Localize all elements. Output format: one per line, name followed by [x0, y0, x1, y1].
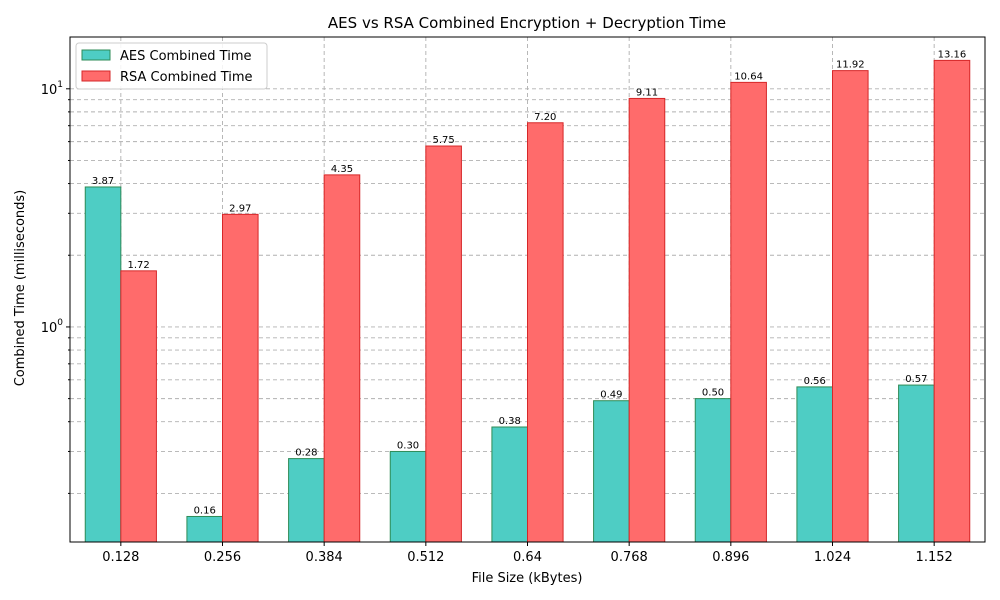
bar-label-rsa-combined-time-1.152: 13.16: [938, 49, 967, 60]
bar-label-rsa-combined-time-0.128: 1.72: [127, 260, 149, 271]
bar-rsa-combined-time-0.896: [730, 81, 767, 543]
legend-label: RSA Combined Time: [120, 70, 253, 85]
bar-label-rsa-combined-time-0.768: 9.11: [636, 87, 658, 98]
bar-rsa-combined-time-0.64: [527, 122, 564, 543]
x-axis-ticks: 0.128 0.256 0.384 0.512 0.64 0.768 0.896 1.024 1…: [102, 542, 953, 565]
bar-rsa-combined-time-0.384: [323, 174, 361, 543]
bar-rsa-combined-time-0.256: [222, 213, 259, 543]
bar-label-aes-combined-time-0.256: 0.16: [194, 505, 216, 516]
legend-swatch: [81, 70, 111, 82]
bar-aes-combined-time-0.768: [593, 400, 630, 543]
x-tick-label: 0.64: [513, 550, 542, 565]
bar-value-labels: 3.87 0.16 0.28 0.30 0.38 0.49 0.50 0.56 0.57 1.72…: [92, 49, 966, 516]
bar-label-aes-combined-time-0.128: 3.87: [92, 176, 114, 187]
bar-label-aes-combined-time-0.512: 0.30: [397, 440, 419, 451]
bar-rsa-combined-time-1.152: [933, 59, 971, 543]
bar-label-aes-combined-time-0.64: 0.38: [499, 416, 521, 427]
bar-label-rsa-combined-time-0.64: 7.20: [534, 112, 556, 123]
bar-label-rsa-combined-time-0.512: 5.75: [432, 135, 454, 146]
x-tick-label: 0.384: [306, 550, 343, 565]
y-tick-label: 101: [41, 80, 63, 98]
x-tick-label: 0.256: [204, 550, 241, 565]
y-tick-label: 100: [41, 318, 64, 336]
bar-rsa-combined-time-0.128: [120, 270, 157, 543]
bar-rsa-combined-time-1.024: [832, 70, 869, 543]
bar-label-rsa-combined-time-0.896: 10.64: [734, 71, 763, 82]
legend-swatch: [81, 49, 111, 61]
bar-aes-combined-time-0.256: [186, 515, 224, 543]
x-tick-label: 0.128: [102, 550, 139, 565]
bars: [84, 59, 971, 543]
bar-aes-combined-time-0.128: [84, 186, 122, 543]
legend: AES Combined Time RSA Combined Time: [75, 42, 268, 90]
bar-label-aes-combined-time-0.384: 0.28: [295, 448, 317, 459]
bar-label-aes-combined-time-1.152: 0.57: [905, 374, 927, 385]
x-tick-label: 0.896: [712, 550, 749, 565]
bar-label-rsa-combined-time-0.384: 4.35: [331, 164, 353, 175]
legend-label: AES Combined Time: [120, 49, 252, 64]
chart-title: AES vs RSA Combined Encryption + Decrypt…: [328, 14, 726, 32]
bar-rsa-combined-time-0.512: [425, 145, 462, 543]
bar-label-rsa-combined-time-0.256: 2.97: [229, 203, 251, 214]
x-tick-label: 0.512: [407, 550, 444, 565]
y-axis-label: Combined Time (milliseconds): [13, 190, 28, 387]
x-axis-label: File Size (kBytes): [472, 571, 583, 586]
x-tick-label: 0.768: [611, 550, 648, 565]
bar-aes-combined-time-0.384: [288, 458, 325, 543]
bar-label-aes-combined-time-0.896: 0.50: [702, 388, 724, 399]
bar-rsa-combined-time-0.768: [628, 97, 666, 543]
y-axis-ticks: 100 101: [41, 80, 70, 494]
legend-box: [75, 42, 268, 90]
bar-aes-combined-time-0.64: [491, 426, 528, 543]
bar-aes-combined-time-1.152: [898, 384, 935, 543]
bar-label-aes-combined-time-0.768: 0.49: [600, 390, 622, 401]
x-tick-label: 1.024: [814, 550, 851, 565]
x-tick-label: 1.152: [916, 550, 953, 565]
bar-aes-combined-time-0.512: [389, 450, 427, 543]
bar-label-aes-combined-time-1.024: 0.56: [804, 376, 826, 387]
bar-aes-combined-time-1.024: [796, 386, 834, 543]
bar-aes-combined-time-0.896: [694, 398, 732, 543]
bar-label-rsa-combined-time-1.024: 11.92: [836, 60, 865, 71]
